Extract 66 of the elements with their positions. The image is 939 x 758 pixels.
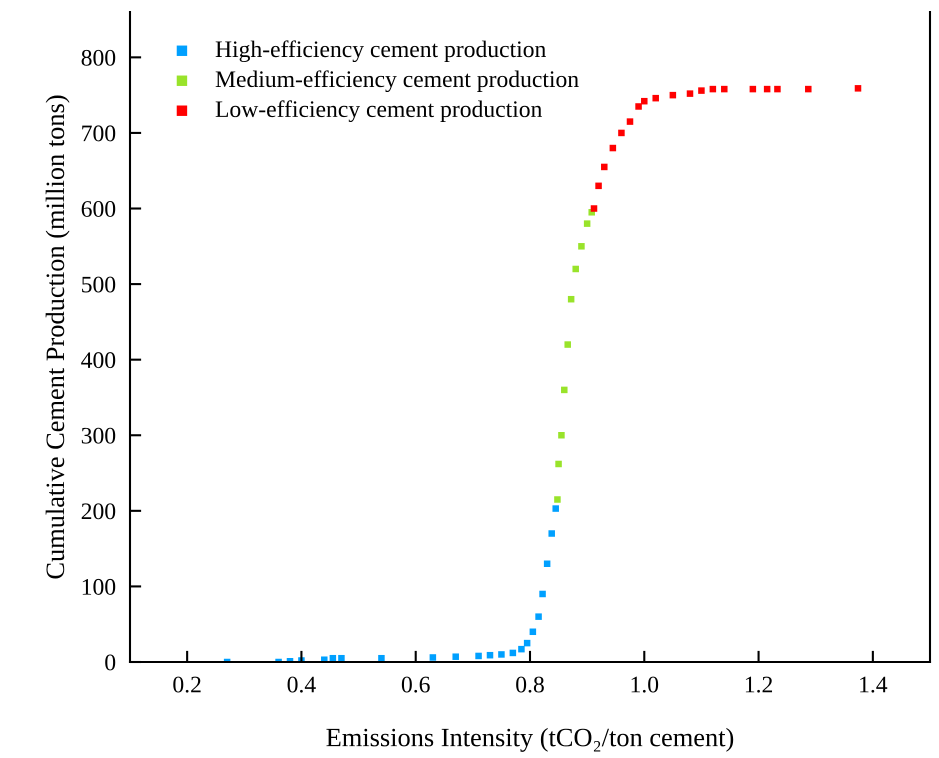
x-tick-label: 1.2 (746, 676, 772, 693)
point (524, 640, 530, 646)
point (555, 460, 562, 468)
x-tick-label: 0.6 (402, 676, 430, 693)
point (578, 243, 585, 250)
point (486, 652, 494, 658)
point (554, 496, 561, 503)
point (568, 296, 574, 302)
y-tick-label: 200 (82, 503, 116, 520)
point (854, 85, 862, 92)
point (544, 560, 550, 567)
point (750, 86, 756, 92)
legend-label: High-efficiency cement production (216, 40, 546, 62)
legend-label: Medium-efficiency cement production (216, 70, 579, 92)
y-tick-label: 800 (82, 50, 116, 66)
point (595, 182, 602, 190)
point (610, 144, 616, 152)
point (548, 530, 555, 537)
point (641, 98, 648, 104)
point (805, 86, 812, 92)
point (378, 654, 385, 662)
point (338, 654, 345, 662)
point (330, 654, 336, 662)
point (510, 650, 516, 656)
x-tick-label: 0.8 (516, 676, 544, 693)
point (710, 86, 716, 92)
y-tick-label: 500 (82, 276, 116, 293)
y-tick-label: 700 (82, 125, 116, 142)
point (530, 628, 536, 636)
y-axis-title: Cumulative Cement Production (million tons) (46, 96, 70, 579)
point (584, 220, 590, 227)
point (698, 87, 705, 94)
point (590, 205, 598, 212)
point (721, 86, 728, 92)
x-tick-label: 1.0 (632, 676, 658, 693)
point (535, 613, 542, 620)
y-tick-label: 400 (81, 352, 116, 368)
y-tick-label: 100 (82, 578, 116, 595)
y-tick-label: 0 (105, 654, 116, 670)
point (686, 90, 694, 97)
point (601, 164, 608, 170)
point (618, 130, 625, 136)
point (552, 505, 559, 512)
point (670, 92, 676, 98)
point (774, 86, 781, 92)
y-tick-label: 300 (82, 428, 116, 444)
point (564, 341, 571, 348)
point (558, 432, 565, 439)
point (626, 118, 634, 125)
point (635, 103, 642, 110)
point (430, 654, 436, 661)
point (764, 86, 770, 92)
x-axis-title: Emissions Intensity (tCO₂/ton cement) (326, 728, 734, 752)
point (498, 651, 505, 658)
legend-label: Low-efficiency cement production (216, 100, 542, 122)
point (518, 646, 525, 652)
point (452, 653, 459, 660)
x-tick-label: 1.4 (860, 676, 888, 693)
point (572, 266, 579, 272)
point (652, 94, 659, 102)
point (475, 652, 482, 660)
point (539, 590, 546, 598)
y-tick-label: 600 (82, 201, 116, 217)
x-tick-label: 0.2 (173, 676, 201, 693)
x-tick-label: 0.4 (288, 676, 316, 693)
point (561, 386, 568, 394)
